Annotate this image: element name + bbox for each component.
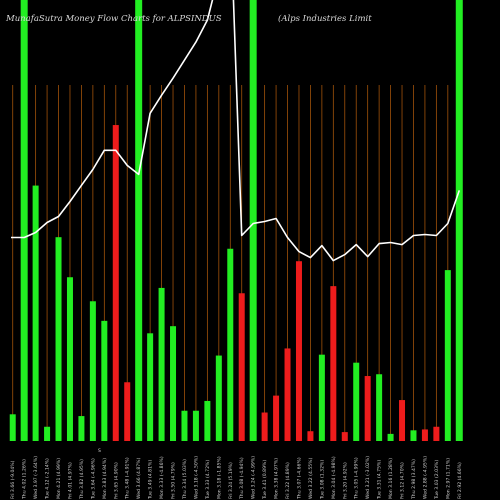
bar	[204, 400, 211, 441]
x-tick-label: Fri 2.92 (4.66%)	[457, 462, 463, 499]
x-tick-label: Thu 4.02 (1.26%)	[22, 459, 28, 500]
x-tick-label: Wed 3.97 (-3.64%)	[33, 456, 39, 499]
bar	[170, 326, 177, 441]
x-tick-label: Mon 3.04 (-4.98%)	[331, 456, 337, 499]
x-tick-label: Tue 3.64 (-4.96%)	[90, 458, 96, 500]
bar	[341, 432, 348, 441]
chart-subtitle: (Alps Industries Limit	[278, 13, 372, 24]
bar	[456, 435, 463, 441]
x-tick-label: Mon 3.83 (4.94%)	[102, 458, 108, 499]
x-tick-label: Fri 3.65 (4.90%)	[113, 462, 119, 499]
bar	[307, 431, 314, 441]
bar	[124, 382, 131, 441]
x-tick-label: Fri 3.24 (5.19%)	[228, 462, 234, 499]
x-tick-label: Tue 3.08 (1.32%)	[319, 460, 325, 500]
x-tick-label: Fri 3.22 (4.89%)	[285, 462, 291, 499]
bar	[215, 355, 222, 441]
x-tick-label: Tue 3.33 (4.72%)	[205, 460, 211, 500]
bar	[318, 354, 325, 441]
highlight-column	[455, 0, 463, 441]
x-axis-tick-labels: Fri 3.66 (-9.04%) Thu 4.02 (1.26%) Wed 3.9…	[10, 456, 463, 500]
bar	[89, 301, 96, 441]
highlight-column	[249, 0, 257, 441]
x-tick-label: Mon 4.21 (4.99%)	[56, 458, 62, 499]
price-line	[11, 0, 461, 262]
x-tick-label: Thu 3.48 (-4.91%)	[125, 457, 131, 500]
bar	[192, 410, 199, 441]
bar	[227, 248, 234, 441]
x-tick-label: Wed 3.18 (-4.50%)	[193, 456, 199, 499]
x-tick-label: Thu 3.08 (-4.94%)	[239, 457, 245, 500]
x-tick-label: Tue 3.31 (4.75%)	[377, 460, 383, 500]
highlight-column	[20, 0, 28, 441]
bar	[284, 348, 291, 441]
volume-bars	[9, 125, 463, 442]
bar	[181, 410, 188, 441]
x-tick-label: Fri 3.12 (4.70%)	[400, 462, 406, 499]
x-tick-label: Wed 3.24 (-4.99%)	[251, 456, 257, 499]
bar	[238, 293, 245, 441]
bar	[387, 433, 394, 441]
x-tick-label: Mon 3.38 (4.97%)	[274, 458, 280, 499]
x-tick-label: Mon 3.18 (-1.85%)	[216, 456, 222, 499]
chart-footnote: S	[98, 448, 101, 454]
bar	[353, 362, 360, 441]
bar	[364, 376, 371, 441]
x-tick-label: Mon 3.33 (-4.86%)	[159, 456, 165, 499]
x-tick-label: Thu 3.34 (5.03%)	[182, 459, 188, 500]
bar	[101, 320, 108, 441]
bar	[66, 277, 73, 441]
x-tick-label: Fri 3.66 (-9.04%)	[10, 460, 16, 499]
x-tick-label: Thu 3.82 (4.95%)	[79, 459, 85, 500]
bar	[295, 261, 302, 441]
x-tick-label: Mon 3.16 (1.28%)	[388, 458, 394, 499]
x-tick-label: Thu 3.05 (-4.99%)	[354, 457, 360, 500]
x-tick-label: Tue 3.49 (4.81%)	[148, 460, 154, 500]
bar	[330, 286, 337, 441]
x-tick-label: Tue 4.12 (-2.14%)	[45, 458, 51, 500]
price-line-group	[11, 0, 461, 262]
x-tick-label: Wed 3.66 (4.87%)	[136, 457, 142, 499]
chart-title: MunafaSutra Money Flow Charts for ALPSIN…	[5, 14, 222, 24]
x-tick-label: Mon 2.97 (1.71%)	[445, 458, 451, 499]
x-tick-label: Fri 4.01 (4.97%)	[68, 462, 74, 499]
bar	[32, 185, 39, 441]
bar	[135, 435, 142, 441]
bar	[444, 270, 451, 441]
x-tick-label: Tue 3.41 (0.89%)	[262, 460, 268, 500]
x-tick-label: Wed 2.88 (-4.95%)	[422, 456, 428, 499]
x-tick-label: Wed 3.22 (4.55%)	[308, 457, 314, 499]
bar	[147, 333, 154, 441]
bar	[9, 414, 16, 441]
bar	[433, 426, 440, 441]
bar	[158, 287, 165, 441]
bar	[421, 429, 428, 441]
x-tick-label: Tue 3.03 (2.03%)	[434, 460, 440, 500]
bar	[44, 426, 51, 441]
bar	[261, 412, 268, 441]
x-tick-label: Fri 3.20 (4.92%)	[342, 462, 348, 499]
bar	[55, 237, 62, 441]
x-tick-label: Thu 3.07 (-4.66%)	[297, 457, 303, 500]
bar	[410, 430, 417, 441]
bar	[273, 395, 280, 441]
bar	[250, 435, 257, 441]
highlight-columns	[20, 0, 463, 441]
x-tick-label: Wed 3.21 (-3.02%)	[365, 456, 371, 499]
highlight-column	[135, 0, 143, 441]
bar	[21, 433, 28, 441]
bar	[376, 374, 383, 441]
x-tick-label: Thu 2.98 (3.47%)	[411, 459, 417, 500]
bar	[399, 400, 406, 441]
bar	[78, 416, 85, 441]
bar	[112, 125, 119, 442]
x-tick-label: Fri 3.50 (4.79%)	[171, 462, 177, 499]
